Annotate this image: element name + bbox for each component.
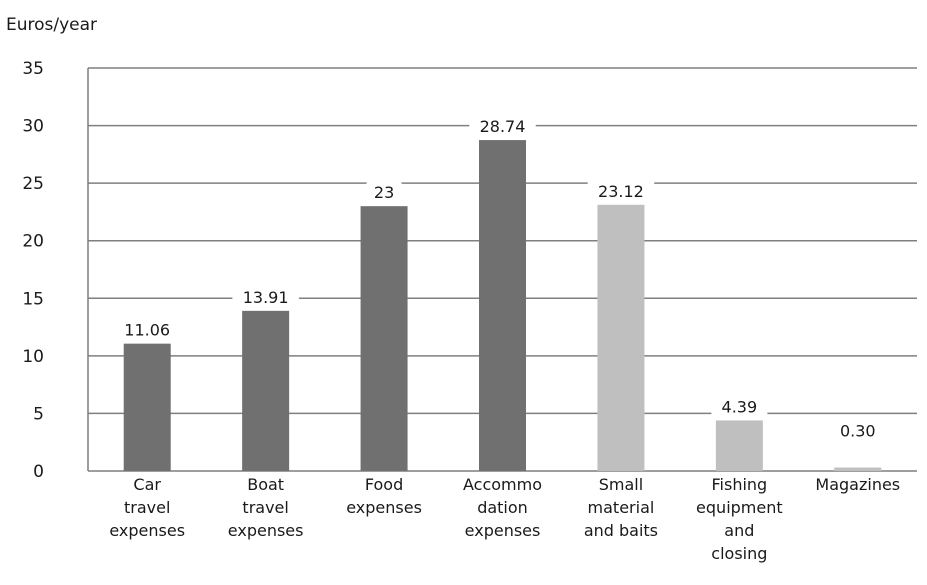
category-label-line: material [588, 498, 655, 517]
category-label: Magazines [815, 475, 900, 494]
data-label-background [711, 395, 768, 418]
data-label-background [232, 285, 299, 308]
bar [123, 343, 171, 471]
data-label-background [366, 181, 402, 204]
data-label: 13.91 [243, 288, 289, 307]
category-label-line: equipment [696, 498, 783, 517]
data-label-background [113, 318, 181, 341]
bar [597, 204, 645, 471]
category-label-line: expenses [465, 521, 541, 540]
data-label: 23 [374, 183, 394, 202]
bar [360, 206, 408, 471]
data-label: 4.39 [722, 397, 758, 416]
category-label-line: expenses [228, 521, 304, 540]
category-label-line: Magazines [815, 475, 900, 494]
y-tick-label: 30 [22, 117, 44, 137]
data-labels: 11.06 13.91 23 28.74 23.12 4.39 0.30 [113, 115, 886, 442]
bars [123, 140, 882, 472]
data-label: 0.30 [840, 421, 876, 440]
y-axis-ticks: 0 5 10 15 20 25 30 35 [22, 59, 44, 482]
y-tick-label: 10 [22, 347, 44, 367]
category-label: Food expenses [346, 475, 422, 517]
y-tick-label: 15 [22, 289, 44, 309]
category-label-line: Car [133, 475, 161, 494]
category-label-line: and baits [584, 521, 658, 540]
category-label-line: expenses [346, 498, 422, 517]
data-label-background [829, 419, 886, 442]
category-label-line: closing [711, 544, 767, 563]
y-tick-label: 5 [33, 404, 44, 424]
y-tick-label: 0 [33, 462, 44, 482]
category-label: Car travel expenses [109, 475, 185, 540]
category-label-line: Food [365, 475, 403, 494]
data-label-background [587, 179, 655, 202]
data-label: 23.12 [598, 182, 644, 201]
category-label-line: expenses [109, 521, 185, 540]
y-tick-label: 20 [22, 232, 44, 252]
y-axis-label: Euros/year [6, 15, 97, 35]
category-label: Fishing equipment and closing [696, 475, 783, 563]
data-label: 28.74 [480, 117, 526, 136]
category-label-line: Small [599, 475, 643, 494]
category-label-line: Boat [247, 475, 284, 494]
bar [715, 420, 763, 471]
category-label: Accommo dation expenses [463, 475, 542, 540]
category-label-line: Fishing [712, 475, 768, 494]
category-label-line: Accommo [463, 475, 542, 494]
category-labels: Car travel expenses Boat travel expenses Food e… [109, 475, 900, 563]
y-tick-label: 35 [22, 59, 44, 79]
bar [242, 310, 290, 471]
data-label: 11.06 [124, 321, 170, 340]
category-label-line: travel [124, 498, 170, 517]
category-label-line: travel [242, 498, 288, 517]
bar [479, 140, 526, 472]
category-label-line: dation [477, 498, 528, 517]
data-label-background [469, 115, 536, 138]
bar [834, 467, 882, 471]
y-tick-label: 25 [22, 174, 44, 194]
category-label: Small material and baits [584, 475, 658, 540]
category-label-line: and [724, 521, 754, 540]
category-label: Boat travel expenses [228, 475, 304, 540]
